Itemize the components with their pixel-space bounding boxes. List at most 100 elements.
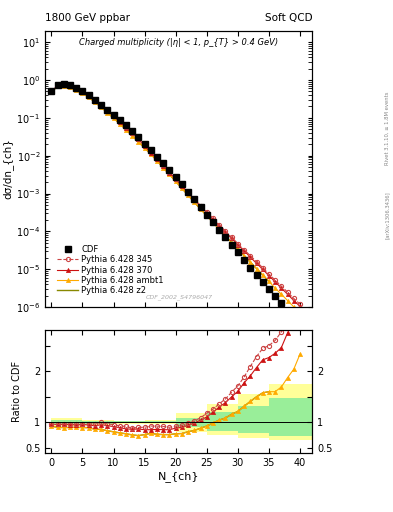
Pythia 6.428 z2	[260, 272, 265, 278]
Pythia 6.428 ambt1	[211, 219, 215, 225]
CDF	[198, 204, 203, 210]
CDF	[130, 128, 134, 134]
CDF	[248, 265, 253, 271]
Pythia 6.428 z2	[204, 212, 209, 219]
CDF	[279, 300, 284, 306]
Pythia 6.428 ambt1	[266, 279, 271, 285]
Text: 1800 GeV ppbar: 1800 GeV ppbar	[45, 13, 130, 23]
Pythia 6.428 345	[204, 209, 209, 215]
CDF	[68, 82, 72, 89]
CDF	[105, 106, 110, 113]
Pythia 6.428 z2	[136, 139, 141, 145]
Pythia 6.428 345	[273, 277, 277, 283]
Pythia 6.428 345	[124, 124, 129, 130]
Bar	[83, 421, 114, 424]
Pythia 6.428 ambt1	[217, 226, 222, 232]
Pythia 6.428 345	[80, 89, 85, 95]
Pythia 6.428 370	[55, 82, 60, 89]
Pythia 6.428 ambt1	[198, 206, 203, 212]
Pythia 6.428 370	[173, 176, 178, 182]
CDF	[235, 249, 240, 255]
Pythia 6.428 z2	[167, 172, 172, 178]
Bar	[207, 412, 238, 431]
Pythia 6.428 345	[279, 283, 284, 289]
CDF	[93, 97, 97, 103]
Pythia 6.428 370	[167, 169, 172, 176]
Text: Soft QCD: Soft QCD	[265, 13, 312, 23]
Pythia 6.428 345	[285, 289, 290, 295]
Pythia 6.428 345	[298, 301, 302, 307]
Pythia 6.428 345	[217, 222, 222, 228]
Pythia 6.428 370	[198, 203, 203, 209]
Pythia 6.428 370	[124, 124, 129, 131]
Pythia 6.428 ambt1	[229, 240, 234, 246]
Bar	[83, 420, 114, 425]
Pythia 6.428 z2	[173, 178, 178, 184]
Bar	[114, 421, 145, 423]
Bar	[238, 406, 269, 433]
CDF	[55, 81, 60, 88]
Pythia 6.428 345	[161, 162, 165, 168]
Bar	[145, 421, 176, 423]
Pythia 6.428 z2	[118, 121, 122, 127]
Bar	[269, 398, 288, 436]
Pythia 6.428 345	[229, 234, 234, 241]
Y-axis label: Ratio to CDF: Ratio to CDF	[12, 361, 22, 422]
Pythia 6.428 ambt1	[105, 110, 110, 116]
CDF	[285, 308, 290, 314]
Pythia 6.428 345	[235, 241, 240, 247]
Y-axis label: dσ/dn_{ch}: dσ/dn_{ch}	[2, 139, 13, 199]
Legend: CDF, Pythia 6.428 345, Pythia 6.428 370, Pythia 6.428 ambt1, Pythia 6.428 z2: CDF, Pythia 6.428 345, Pythia 6.428 370,…	[55, 243, 166, 297]
Pythia 6.428 370	[105, 108, 110, 114]
Pythia 6.428 ambt1	[298, 310, 302, 316]
Line: Pythia 6.428 z2: Pythia 6.428 z2	[51, 86, 269, 282]
CDF	[173, 174, 178, 180]
CDF	[204, 211, 209, 218]
Bar	[288, 384, 312, 440]
Pythia 6.428 345	[198, 203, 203, 209]
Pythia 6.428 z2	[142, 145, 147, 151]
Pythia 6.428 370	[111, 113, 116, 119]
Pythia 6.428 370	[204, 210, 209, 216]
Pythia 6.428 345	[192, 196, 197, 202]
Pythia 6.428 ambt1	[61, 83, 66, 89]
Pythia 6.428 345	[211, 216, 215, 222]
Pythia 6.428 z2	[229, 240, 234, 246]
Pythia 6.428 370	[260, 266, 265, 272]
CDF	[292, 315, 296, 322]
CDF	[211, 219, 215, 225]
CDF	[167, 167, 172, 173]
Pythia 6.428 345	[74, 86, 79, 92]
Line: Pythia 6.428 370: Pythia 6.428 370	[50, 82, 302, 309]
Pythia 6.428 ambt1	[124, 126, 129, 133]
Pythia 6.428 345	[292, 295, 296, 302]
Pythia 6.428 z2	[49, 89, 54, 95]
Pythia 6.428 345	[55, 82, 60, 89]
Bar	[114, 421, 145, 424]
Pythia 6.428 ambt1	[86, 94, 91, 100]
Pythia 6.428 z2	[86, 94, 91, 100]
Pythia 6.428 z2	[266, 279, 271, 285]
Pythia 6.428 ambt1	[111, 115, 116, 121]
Pythia 6.428 345	[149, 148, 153, 155]
CDF	[74, 85, 79, 91]
Pythia 6.428 345	[260, 265, 265, 271]
Pythia 6.428 ambt1	[285, 297, 290, 304]
Pythia 6.428 345	[173, 176, 178, 182]
CDF	[111, 112, 116, 118]
CDF	[260, 280, 265, 286]
Pythia 6.428 345	[242, 247, 246, 253]
Pythia 6.428 345	[167, 168, 172, 175]
Pythia 6.428 z2	[105, 110, 110, 116]
Pythia 6.428 ambt1	[118, 121, 122, 127]
Pythia 6.428 370	[161, 163, 165, 169]
Text: Rivet 3.1.10, ≥ 1.8M events: Rivet 3.1.10, ≥ 1.8M events	[385, 91, 389, 165]
Pythia 6.428 345	[223, 228, 228, 234]
Line: Pythia 6.428 345: Pythia 6.428 345	[50, 82, 302, 306]
Pythia 6.428 ambt1	[161, 165, 165, 171]
Pythia 6.428 370	[285, 291, 290, 297]
Pythia 6.428 370	[118, 119, 122, 125]
CDF	[61, 81, 66, 87]
Pythia 6.428 370	[142, 143, 147, 149]
Pythia 6.428 370	[61, 81, 66, 88]
